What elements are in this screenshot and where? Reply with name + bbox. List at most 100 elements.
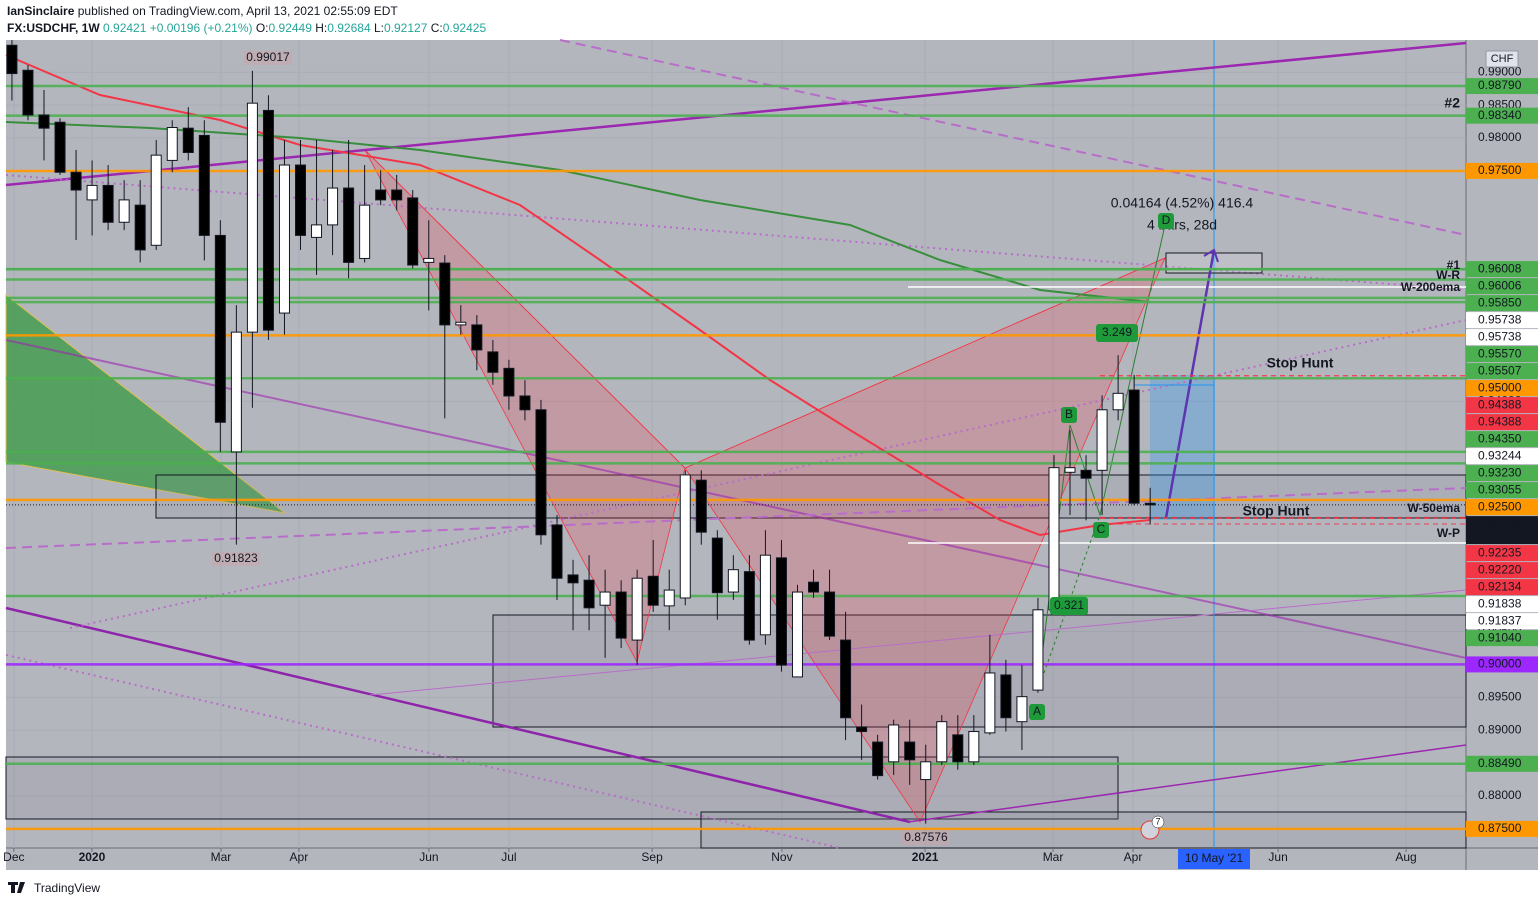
price-badge-label: 0.95850 — [1478, 295, 1522, 309]
low-label: L: — [374, 21, 384, 35]
candle-body — [262, 109, 274, 331]
x-tick-label: Dec — [3, 850, 24, 864]
candle-body — [872, 741, 884, 777]
candle-body — [1016, 696, 1028, 723]
candle-body — [182, 127, 194, 154]
x-tick-label: Aug — [1395, 850, 1416, 864]
candle-body — [808, 581, 820, 593]
price-badge-label: 0.92425 — [1478, 516, 1522, 530]
candle-body — [375, 189, 387, 201]
candle-body — [615, 591, 627, 639]
candle-body — [455, 321, 467, 326]
trend-line-dashed — [559, 39, 1467, 236]
price-badge — [1466, 107, 1538, 124]
price-badge — [1466, 656, 1538, 673]
currency-label: CHF — [1491, 53, 1514, 65]
price-badge-label: 0.98790 — [1478, 78, 1522, 92]
zone-box — [492, 614, 1467, 728]
harmonic-legs — [364, 149, 1166, 469]
ema-200-line — [5, 121, 1151, 303]
price-badge — [1466, 613, 1538, 630]
candle-body — [775, 557, 787, 666]
candle-body — [824, 591, 836, 637]
candle-body — [1080, 469, 1092, 479]
header-line-1: IanSinclaire published on TradingView.co… — [7, 4, 398, 18]
price-badge-label: 0.93244 — [1478, 448, 1522, 462]
brand-logo — [8, 882, 25, 893]
candle-body — [1000, 674, 1012, 719]
price-badge-label: 0.97500 — [1478, 163, 1522, 177]
trend-line — [907, 744, 1467, 823]
level-label: W-R — [1436, 268, 1460, 282]
candle-body — [343, 187, 355, 263]
ratio-label: 3.249 — [1102, 325, 1132, 339]
level-label: #1 — [1447, 258, 1461, 272]
x-tick-label: 2020 — [79, 850, 106, 864]
candle-body — [54, 121, 66, 173]
price-badge-sublabel: 3d 15h — [1478, 529, 1515, 543]
high-label: H: — [315, 21, 327, 35]
price: 0.92421 — [103, 21, 147, 35]
y-tick-label: 0.89500 — [1478, 689, 1522, 703]
x-tick-label: 2021 — [912, 850, 939, 864]
ratio-badge — [1050, 597, 1088, 615]
candle-body — [246, 102, 258, 333]
price-badge — [1466, 516, 1538, 545]
price-badge-label: 0.92220 — [1478, 562, 1522, 576]
open-label: O: — [256, 21, 269, 35]
x-tick-label: Jun — [1268, 850, 1287, 864]
y-tick-label: 0.99000 — [1478, 64, 1522, 78]
x-tick-label: Apr — [290, 850, 309, 864]
change: +0.00196 (+0.21%) — [150, 21, 253, 35]
candle-body — [295, 164, 307, 236]
level-label: W-50ema — [1408, 501, 1461, 515]
trend-line-dotted — [69, 319, 1467, 629]
candle-body — [519, 395, 531, 411]
price-badge — [1466, 346, 1538, 363]
candle-body — [583, 579, 595, 609]
candle-body — [230, 331, 242, 453]
price-badge — [1466, 162, 1538, 179]
price-badge-label: 0.92235 — [1478, 545, 1522, 559]
price-badge-label: 0.95738 — [1478, 312, 1522, 326]
candle-body — [1112, 392, 1124, 411]
candle-body — [6, 44, 18, 75]
trend-line-dotted — [5, 174, 1467, 291]
candle-body — [150, 154, 162, 246]
price-badge — [1466, 630, 1538, 647]
cursor-label: 10 May '21 — [1185, 851, 1244, 865]
ratio-label: 0.321 — [1054, 598, 1084, 612]
candle-body — [952, 734, 964, 763]
price-badge — [1466, 755, 1538, 772]
price-badge — [1466, 562, 1538, 579]
candle-body — [904, 741, 916, 761]
price-badge-label: 0.88490 — [1478, 756, 1522, 770]
x-tick-label: Nov — [771, 850, 792, 864]
price-badge — [1466, 820, 1538, 837]
level-label: W-200ema — [1401, 280, 1460, 294]
price-badge — [1466, 448, 1538, 465]
y-tick-label: 0.98000 — [1478, 130, 1522, 144]
candle-body — [86, 184, 98, 201]
price-badge — [1466, 278, 1538, 295]
price-badge — [1466, 414, 1538, 431]
price-badge — [1466, 465, 1538, 482]
candle-body — [214, 234, 226, 423]
candle-body — [791, 591, 803, 678]
low: 0.92127 — [384, 21, 428, 35]
candle-body — [840, 639, 852, 719]
candle-body — [743, 571, 755, 641]
price-badge — [1466, 295, 1538, 312]
projection-box — [1150, 375, 1215, 520]
candle-body — [38, 114, 50, 129]
published: published on TradingView.com, April 13, … — [78, 4, 399, 18]
price-badge-label: 0.98340 — [1478, 108, 1522, 122]
low-mark: 0.91823 — [214, 551, 258, 565]
price-badge — [1466, 397, 1538, 414]
candle-body — [711, 537, 723, 594]
candle-body — [1048, 467, 1060, 611]
events-count: 7 — [1155, 816, 1160, 826]
cursor-badge — [1177, 849, 1250, 869]
